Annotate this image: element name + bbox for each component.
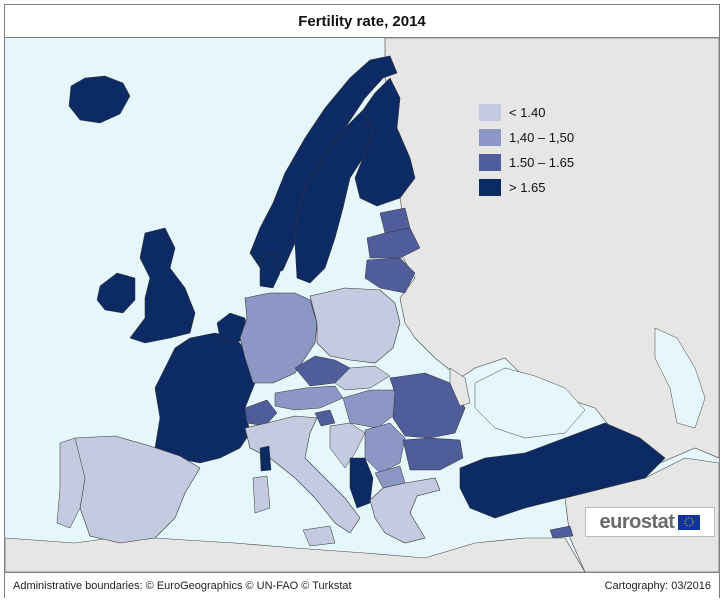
map-frame: Fertility rate, 2014 <box>4 4 720 598</box>
legend-item: 1,40 – 1,50 <box>479 125 574 150</box>
footer-attribution: Administrative boundaries: © EuroGeograp… <box>13 579 352 592</box>
legend-label: > 1.65 <box>509 180 546 195</box>
region-bulgaria <box>402 437 464 471</box>
region-albania <box>349 457 374 509</box>
title-bar: Fertility rate, 2014 <box>5 5 719 38</box>
map-area: < 1.40 1,40 – 1,50 1.50 – 1.65 > 1.65 <box>5 38 719 572</box>
region-denmark <box>259 252 281 289</box>
legend: < 1.40 1,40 – 1,50 1.50 – 1.65 > 1.65 <box>479 100 574 200</box>
region-slovakia <box>334 365 391 391</box>
region-sardinia <box>252 475 271 514</box>
legend-swatch <box>479 104 501 121</box>
caspian-sea <box>654 327 706 429</box>
legend-label: 1,40 – 1,50 <box>509 130 575 145</box>
region-sicily <box>302 525 336 547</box>
legend-swatch <box>479 129 501 146</box>
black-sea <box>474 367 586 439</box>
region-moldova <box>449 367 471 407</box>
europe-map <box>5 38 719 572</box>
region-latvia <box>366 227 421 259</box>
region-turkey <box>459 422 666 519</box>
region-greece <box>369 477 441 544</box>
region-poland <box>309 287 401 364</box>
region-austria <box>274 385 344 411</box>
region-switzerland <box>244 399 278 427</box>
region-finland <box>354 77 416 207</box>
region-croatia <box>329 422 366 469</box>
legend-swatch <box>479 154 501 171</box>
region-italy <box>244 415 361 534</box>
legend-item: 1.50 – 1.65 <box>479 150 574 175</box>
region-slovenia <box>314 409 336 427</box>
legend-item: < 1.40 <box>479 100 574 125</box>
legend-label: < 1.40 <box>509 105 546 120</box>
footer-cartography: Cartography: 03/2016 <box>604 579 711 592</box>
eu-flag-icon <box>678 514 701 530</box>
region-romania <box>389 372 466 439</box>
region-lithuania <box>364 257 416 294</box>
legend-item: > 1.65 <box>479 175 574 200</box>
region-ireland <box>96 272 136 314</box>
legend-swatch <box>479 179 501 196</box>
map-title: Fertility rate, 2014 <box>298 12 426 30</box>
region-united-kingdom <box>129 227 196 344</box>
region-cyprus <box>549 525 574 539</box>
logo-text: eurostat <box>599 510 675 533</box>
region-portugal <box>56 437 86 529</box>
legend-label: 1.50 – 1.65 <box>509 155 575 170</box>
footer: Administrative boundaries: © EuroGeograp… <box>5 572 719 598</box>
region-corsica <box>259 445 272 472</box>
region-iceland <box>68 75 131 124</box>
eurostat-logo: eurostat <box>585 507 715 537</box>
